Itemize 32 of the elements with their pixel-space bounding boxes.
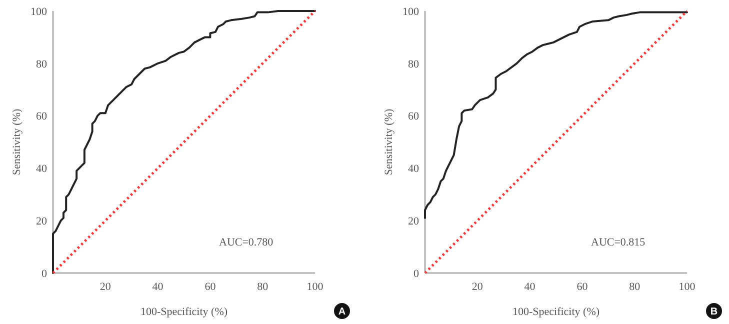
- x-tick-label: 60: [576, 281, 588, 293]
- y-tick-label: 0: [42, 268, 48, 280]
- x-tick-label: 60: [204, 281, 216, 293]
- x-tick-label: 40: [524, 281, 536, 293]
- text: B: [710, 306, 718, 318]
- annotation: AUC=0.815: [591, 236, 646, 249]
- x-tick-label: 100: [678, 281, 696, 293]
- y-axis-title: Sensitivity (%): [383, 108, 395, 176]
- x-axis-title: 100-Specificity (%): [512, 306, 600, 318]
- x-tick-label: 80: [629, 281, 641, 293]
- x-tick-label: 20: [100, 281, 112, 293]
- y-axis-title: Sensitivity (%): [11, 108, 23, 176]
- y-tick-label: 100: [30, 6, 48, 18]
- annotation: AUC=0.780: [219, 236, 274, 249]
- y-tick-label: 20: [36, 215, 48, 228]
- y-tick-label: 0: [414, 268, 420, 280]
- text: A: [338, 306, 346, 318]
- line-series: [52, 10, 316, 274]
- x-tick-label: 100: [306, 281, 324, 293]
- y-tick-label: 80: [408, 58, 420, 70]
- line-series: [424, 11, 688, 219]
- y-tick-label: 60: [36, 110, 48, 123]
- x-tick-label: 80: [257, 281, 269, 293]
- y-tick-label: 80: [36, 58, 48, 70]
- x-tick-label: 20: [472, 281, 484, 293]
- x-tick-label: 40: [152, 281, 164, 293]
- y-tick-label: 60: [408, 110, 420, 123]
- y-tick-label: 20: [408, 215, 420, 228]
- y-tick-label: 40: [408, 163, 420, 176]
- y-tick-label: 100: [402, 6, 420, 18]
- y-tick-label: 40: [36, 163, 48, 176]
- x-axis-title: 100-Specificity (%): [140, 306, 228, 318]
